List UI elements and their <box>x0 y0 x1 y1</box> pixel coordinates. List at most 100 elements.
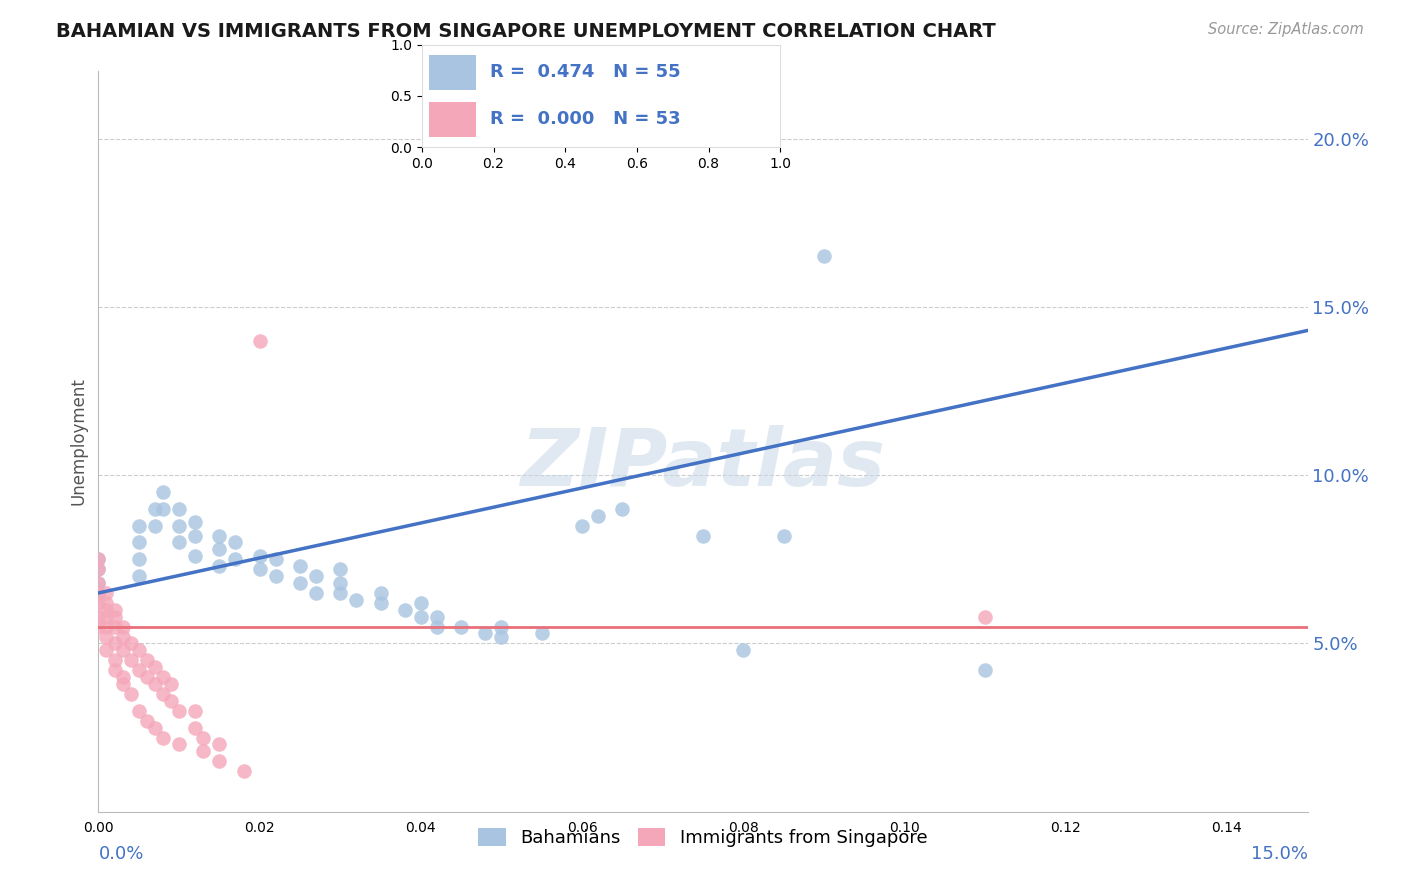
Point <box>329 586 352 600</box>
Point <box>450 619 472 633</box>
Point <box>167 535 190 549</box>
Point <box>167 518 190 533</box>
Point <box>96 609 118 624</box>
Point <box>87 575 110 590</box>
Point <box>111 630 134 644</box>
Text: R =  0.474   N = 55: R = 0.474 N = 55 <box>489 63 681 81</box>
Point <box>329 575 352 590</box>
Point <box>152 485 174 500</box>
Point <box>128 643 150 657</box>
Point <box>249 334 271 348</box>
Point <box>160 677 183 691</box>
Point <box>128 569 150 583</box>
Point <box>426 619 449 633</box>
Point <box>409 596 432 610</box>
Point <box>208 529 231 543</box>
Point <box>426 609 449 624</box>
Point <box>87 586 110 600</box>
Point <box>143 660 166 674</box>
Point <box>184 516 207 530</box>
Point <box>103 664 125 678</box>
Point <box>152 687 174 701</box>
Point <box>87 619 110 633</box>
Point <box>394 603 416 617</box>
Point <box>96 619 118 633</box>
Point <box>193 744 215 758</box>
Text: BAHAMIAN VS IMMIGRANTS FROM SINGAPORE UNEMPLOYMENT CORRELATION CHART: BAHAMIAN VS IMMIGRANTS FROM SINGAPORE UN… <box>56 22 995 41</box>
Text: 15.0%: 15.0% <box>1250 845 1308 863</box>
Point <box>167 501 190 516</box>
Point <box>96 586 118 600</box>
Point <box>103 653 125 667</box>
Point <box>586 508 609 523</box>
Point <box>733 643 755 657</box>
Point <box>329 562 352 576</box>
Point <box>184 549 207 563</box>
Text: 0.0%: 0.0% <box>98 845 143 863</box>
Point <box>103 609 125 624</box>
Point <box>193 731 215 745</box>
Point <box>491 619 513 633</box>
Point <box>111 643 134 657</box>
Point <box>249 549 271 563</box>
Point <box>143 501 166 516</box>
Legend: Bahamians, Immigrants from Singapore: Bahamians, Immigrants from Singapore <box>471 822 935 855</box>
Point <box>208 754 231 768</box>
Point <box>409 609 432 624</box>
Point <box>143 518 166 533</box>
Point <box>111 670 134 684</box>
Point <box>120 687 142 701</box>
Point <box>103 636 125 650</box>
Point <box>208 738 231 752</box>
Point <box>111 677 134 691</box>
Point <box>167 738 190 752</box>
Point <box>208 559 231 574</box>
Point <box>103 619 125 633</box>
Point <box>232 764 254 779</box>
Point <box>111 619 134 633</box>
Point <box>305 586 328 600</box>
Point <box>96 643 118 657</box>
Point <box>474 626 496 640</box>
Point <box>87 552 110 566</box>
Point <box>249 562 271 576</box>
Point <box>974 664 997 678</box>
Point <box>87 596 110 610</box>
Point <box>120 636 142 650</box>
Point <box>96 603 118 617</box>
Point <box>160 694 183 708</box>
Point <box>128 535 150 549</box>
Point <box>128 704 150 718</box>
Point <box>152 670 174 684</box>
Point <box>288 575 311 590</box>
Point <box>264 569 287 583</box>
Point <box>152 731 174 745</box>
Point <box>530 626 553 640</box>
Point <box>571 518 593 533</box>
Point <box>103 603 125 617</box>
FancyBboxPatch shape <box>429 55 475 90</box>
Text: Source: ZipAtlas.com: Source: ZipAtlas.com <box>1208 22 1364 37</box>
Point <box>491 630 513 644</box>
Point <box>305 569 328 583</box>
Point <box>87 609 110 624</box>
Point <box>87 562 110 576</box>
Point <box>96 630 118 644</box>
Point <box>96 596 118 610</box>
Text: R =  0.000   N = 53: R = 0.000 N = 53 <box>489 111 681 128</box>
Point <box>370 596 392 610</box>
Point <box>128 664 150 678</box>
FancyBboxPatch shape <box>429 102 475 137</box>
Point <box>143 721 166 735</box>
Point <box>224 552 246 566</box>
Point <box>184 529 207 543</box>
Point <box>167 704 190 718</box>
Point <box>370 586 392 600</box>
Point <box>692 529 714 543</box>
Point <box>128 552 150 566</box>
Point <box>135 670 157 684</box>
Point <box>772 529 794 543</box>
Point <box>135 714 157 728</box>
Point <box>152 501 174 516</box>
Point <box>264 552 287 566</box>
